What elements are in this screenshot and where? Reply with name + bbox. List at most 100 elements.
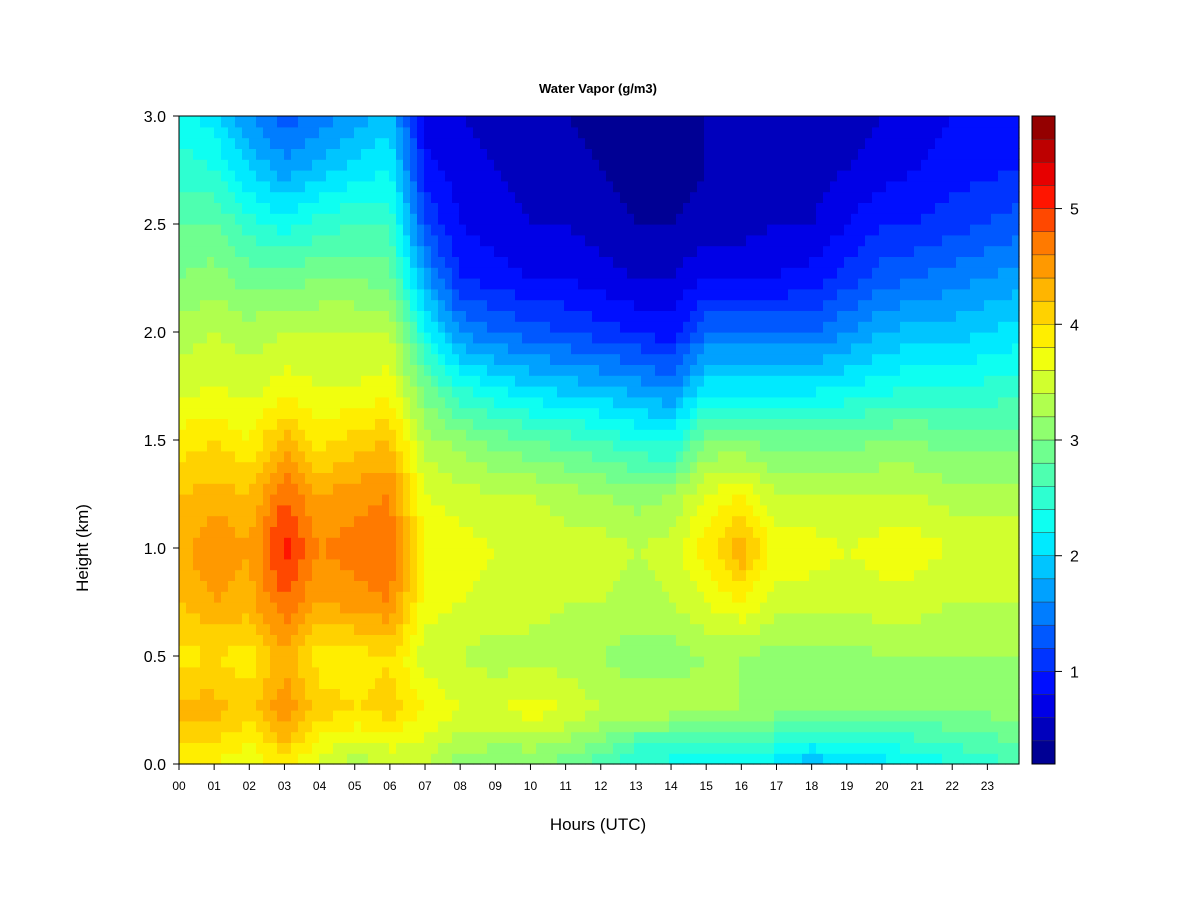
heatmap-cell — [277, 310, 285, 322]
heatmap-cell — [564, 170, 572, 182]
heatmap-cell — [263, 731, 271, 743]
heatmap-cell — [564, 267, 572, 279]
heatmap-cell — [403, 688, 411, 700]
heatmap-cell — [235, 450, 243, 463]
heatmap-cell — [214, 472, 222, 484]
heatmap-cell — [270, 375, 278, 387]
heatmap-cell — [480, 753, 488, 765]
heatmap-cell — [361, 720, 369, 733]
heatmap-cell — [417, 256, 425, 268]
heatmap-cell — [543, 656, 551, 668]
heatmap-cell — [354, 321, 362, 333]
heatmap-cell — [536, 699, 544, 711]
heatmap-cell — [200, 418, 208, 430]
heatmap-cell — [354, 526, 362, 538]
heatmap-cell — [445, 580, 453, 592]
heatmap-cell — [725, 159, 733, 171]
heatmap-cell — [452, 580, 460, 592]
heatmap-cell — [620, 537, 628, 549]
heatmap-cell — [291, 461, 299, 473]
heatmap-cell — [333, 288, 341, 301]
heatmap-cell — [361, 418, 369, 430]
heatmap-cell — [298, 699, 306, 711]
heatmap-cell — [284, 375, 292, 387]
heatmap-cell — [711, 224, 719, 236]
heatmap-cell — [403, 537, 411, 549]
heatmap-cell — [424, 245, 432, 257]
heatmap-cell — [459, 461, 467, 473]
heatmap-cell — [494, 483, 502, 495]
heatmap-cell — [508, 504, 516, 517]
heatmap-cell — [613, 440, 621, 452]
heatmap-cell — [522, 213, 530, 225]
heatmap-cell — [221, 494, 229, 506]
heatmap-cell — [298, 278, 306, 290]
heatmap-cell — [459, 224, 467, 236]
heatmap-cell — [732, 656, 740, 668]
heatmap-cell — [627, 699, 635, 711]
heatmap-cell — [298, 288, 306, 301]
heatmap-cell — [452, 202, 460, 214]
heatmap-cell — [578, 569, 586, 581]
heatmap-cell — [333, 170, 341, 182]
heatmap-cell — [221, 526, 229, 538]
heatmap-cell — [382, 191, 390, 203]
heatmap-cell — [361, 407, 369, 419]
heatmap-cell — [431, 137, 439, 149]
heatmap-cell — [214, 688, 222, 700]
heatmap-cell — [431, 602, 439, 614]
heatmap-cell — [179, 224, 187, 236]
heatmap-cell — [683, 688, 691, 700]
heatmap-cell — [515, 548, 523, 560]
heatmap-cell — [466, 234, 474, 247]
heatmap-cell — [368, 623, 376, 635]
heatmap-cell — [508, 494, 516, 506]
heatmap-cell — [592, 731, 600, 743]
heatmap-cell — [375, 321, 383, 333]
heatmap-cell — [501, 483, 509, 495]
heatmap-cell — [235, 288, 243, 301]
heatmap-cell — [543, 278, 551, 290]
heatmap-cell — [480, 742, 488, 754]
heatmap-cell — [235, 310, 243, 322]
heatmap-cell — [599, 742, 607, 754]
heatmap-cell — [753, 472, 761, 484]
heatmap-cell — [662, 602, 670, 614]
heatmap-cell — [312, 137, 320, 149]
heatmap-cell — [200, 202, 208, 214]
heatmap-cell — [186, 191, 194, 203]
heatmap-cell — [704, 278, 712, 290]
heatmap-cell — [354, 537, 362, 549]
heatmap-cell — [627, 450, 635, 463]
heatmap-cell — [200, 342, 208, 355]
heatmap-cell — [571, 234, 579, 247]
heatmap-cell — [571, 537, 579, 549]
heatmap-cell — [494, 710, 502, 722]
heatmap-cell — [648, 321, 656, 333]
heatmap-cell — [200, 645, 208, 657]
heatmap-cell — [543, 515, 551, 527]
heatmap-cell — [368, 504, 376, 517]
heatmap-cell — [669, 688, 677, 700]
heatmap-cell — [683, 612, 691, 625]
heatmap-cell — [410, 472, 418, 484]
heatmap-cell — [606, 440, 614, 452]
heatmap-cell — [697, 353, 705, 365]
heatmap-cell — [746, 364, 754, 376]
heatmap-cell — [249, 224, 257, 236]
heatmap-cell — [459, 612, 467, 625]
heatmap-cell — [214, 515, 222, 527]
heatmap-cell — [466, 494, 474, 506]
heatmap-cell — [641, 461, 649, 473]
heatmap-cell — [319, 483, 327, 495]
heatmap-cell — [291, 234, 299, 247]
heatmap-cell — [599, 440, 607, 452]
heatmap-cell — [746, 375, 754, 387]
heatmap-cell — [207, 116, 215, 128]
heatmap-cell — [291, 245, 299, 257]
heatmap-cell — [277, 418, 285, 430]
heatmap-cell — [347, 569, 355, 581]
heatmap-cell — [753, 461, 761, 473]
heatmap-cell — [291, 170, 299, 182]
heatmap-cell — [571, 440, 579, 452]
